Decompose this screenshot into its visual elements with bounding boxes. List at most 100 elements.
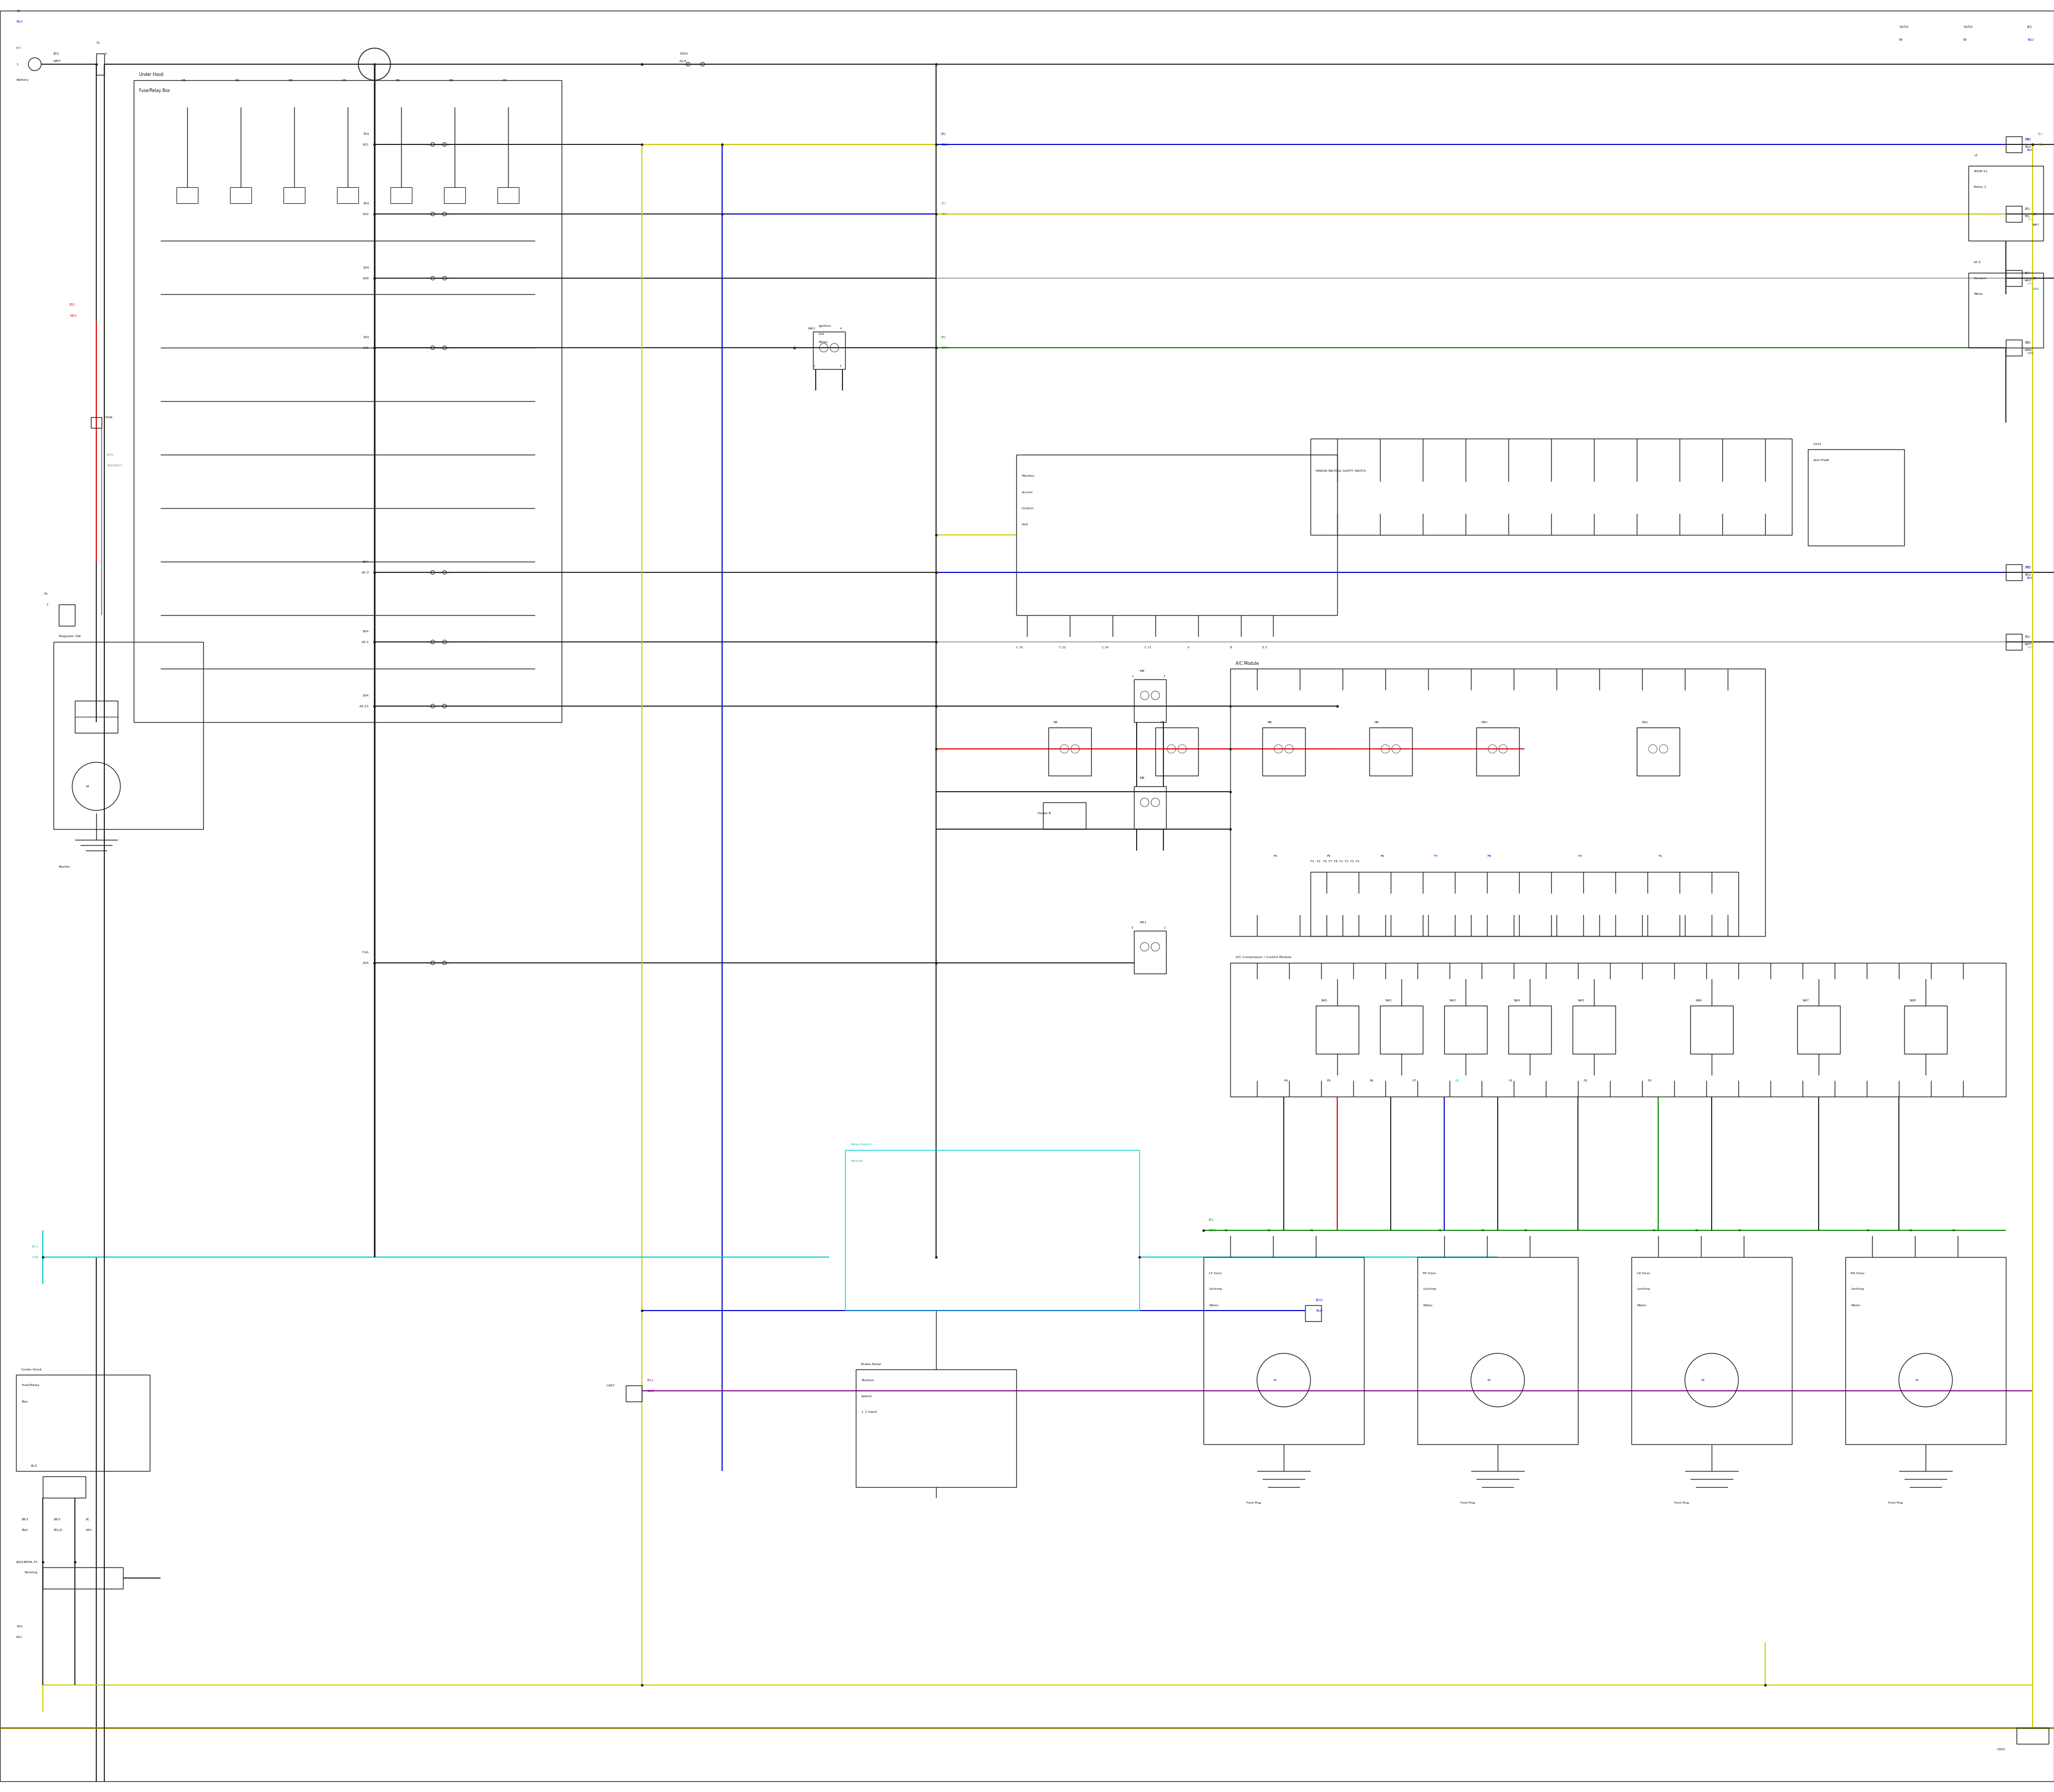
Text: A2-11: A2-11	[359, 704, 370, 708]
Bar	[2007, 136, 2021, 152]
Bar	[1310, 873, 1738, 935]
Bar	[53, 642, 203, 830]
Bar	[444, 186, 466, 202]
Text: Motor: Motor	[1851, 1305, 1861, 1306]
Text: Under Hood: Under Hood	[21, 1367, 41, 1371]
Bar	[1310, 439, 1791, 536]
Text: P2: P2	[1267, 1229, 1271, 1231]
Text: M8: M8	[1140, 778, 1144, 780]
Text: 50A: 50A	[364, 629, 370, 633]
Text: P2: P2	[1481, 1229, 1485, 1231]
Text: SW2: SW2	[1384, 998, 1393, 1002]
Bar	[857, 1369, 1017, 1487]
Text: C431: C431	[1814, 443, 1822, 446]
Bar	[1477, 728, 1520, 776]
Text: [E]: [E]	[2027, 634, 2031, 638]
Text: F1: F1	[1658, 855, 1662, 857]
Bar	[844, 1150, 1140, 1310]
Text: A29: A29	[362, 276, 370, 280]
Bar	[1417, 1256, 1577, 1444]
Text: A1-6: A1-6	[680, 61, 686, 63]
Text: Front Plug: Front Plug	[1888, 1502, 1902, 1505]
Text: 2B/1: 2B/1	[21, 1518, 29, 1521]
Text: Front Plug: Front Plug	[1460, 1502, 1475, 1505]
Text: C487: C487	[606, 1383, 614, 1387]
Text: F7: F7	[1413, 1079, 1415, 1082]
Text: BLU: BLU	[2025, 573, 2031, 577]
Text: YEL: YEL	[941, 213, 947, 215]
Text: Locking: Locking	[1637, 1288, 1649, 1290]
Text: 15A: 15A	[364, 335, 370, 339]
Text: 1SA: 1SA	[16, 1625, 23, 1627]
Text: Locking: Locking	[1423, 1288, 1436, 1290]
Text: [E]: [E]	[1210, 1219, 1214, 1220]
Text: Locking: Locking	[1210, 1288, 1222, 1290]
Text: M12: M12	[1641, 720, 1649, 724]
Text: M: M	[1487, 1378, 1489, 1382]
Text: SW8: SW8	[1910, 998, 1916, 1002]
Text: LR Door: LR Door	[1637, 1272, 1649, 1274]
Text: WHT: WHT	[2033, 224, 2040, 226]
Text: BLU: BLU	[2027, 39, 2033, 41]
Text: M9: M9	[1374, 720, 1378, 724]
Text: [E]: [E]	[2038, 133, 2042, 134]
Text: F1: F1	[1508, 1079, 1512, 1082]
Text: P3: P3	[1524, 1229, 1528, 1231]
Text: 10: 10	[16, 9, 21, 13]
Text: M: M	[1914, 1378, 1918, 1382]
Text: P1: P1	[1224, 1229, 1228, 1231]
Text: YEL/S: YEL/S	[53, 1529, 64, 1530]
Text: Coolant: Coolant	[1974, 276, 1986, 280]
Text: [E]: [E]	[2027, 208, 2031, 210]
Bar	[1230, 668, 1764, 935]
Text: T1: T1	[97, 41, 101, 45]
Text: CYN: CYN	[33, 1256, 39, 1258]
Text: M1: M1	[183, 79, 187, 82]
Text: M9: M9	[1140, 670, 1144, 672]
Bar	[813, 332, 844, 369]
Text: P1: P1	[1653, 1229, 1656, 1231]
Text: GRN: GRN	[2027, 351, 2033, 355]
Text: BLU: BLU	[1317, 1310, 1323, 1312]
Text: M4: M4	[343, 79, 347, 82]
Text: + 1 Input: + 1 Input	[861, 1410, 877, 1414]
Text: 10/5A: 10/5A	[1898, 25, 1908, 29]
Bar	[90, 418, 101, 428]
Text: [E]: [E]	[2025, 566, 2029, 568]
Bar	[1968, 272, 2044, 348]
Text: P3: P3	[1953, 1229, 1955, 1231]
Text: A22: A22	[362, 213, 370, 215]
Text: [EL]: [EL]	[33, 1245, 39, 1247]
Bar	[1808, 450, 1904, 545]
Text: F6: F6	[1380, 855, 1384, 857]
Text: MIRROR NEUTRAL SAFETY SWITCH: MIRROR NEUTRAL SAFETY SWITCH	[1317, 470, 1366, 471]
Text: [E]: [E]	[2033, 276, 2038, 280]
Text: P3: P3	[1310, 1229, 1315, 1231]
Text: M5: M5	[1054, 720, 1058, 724]
Text: 24V: 24V	[86, 1529, 92, 1530]
Text: L1: L1	[1974, 154, 1978, 156]
Text: Battery: Battery	[16, 79, 29, 82]
Bar	[1263, 728, 1304, 776]
Text: F4: F4	[1284, 1079, 1288, 1082]
Text: [E]: [E]	[2027, 340, 2031, 344]
Bar	[1844, 1256, 2007, 1444]
Text: Brake Pedal: Brake Pedal	[861, 1362, 881, 1366]
Text: A/C Compressor / Control Module: A/C Compressor / Control Module	[1237, 957, 1292, 959]
Bar	[390, 186, 413, 202]
Text: M3: M3	[290, 79, 294, 82]
Text: Control: Control	[1021, 507, 1033, 509]
Bar	[177, 186, 197, 202]
Bar	[1444, 1005, 1487, 1054]
Text: SW4: SW4	[1514, 998, 1520, 1002]
Text: 100A: 100A	[680, 52, 688, 56]
Text: F3: F3	[1647, 1079, 1651, 1082]
Text: 1: 1	[16, 63, 18, 66]
Text: [E]: [E]	[2027, 271, 2031, 274]
Text: Under Hood: Under Hood	[140, 72, 164, 77]
Bar	[337, 186, 357, 202]
Text: Diode B: Diode B	[1037, 812, 1052, 814]
Text: SW6: SW6	[1697, 998, 1703, 1002]
Bar	[1797, 1005, 1840, 1054]
Text: [EJ]: [EJ]	[70, 303, 76, 306]
